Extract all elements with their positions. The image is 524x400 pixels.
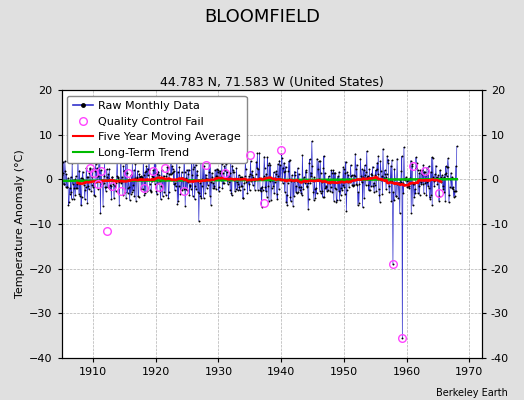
Text: BLOOMFIELD: BLOOMFIELD: [204, 8, 320, 26]
Title: 44.783 N, 71.583 W (United States): 44.783 N, 71.583 W (United States): [160, 76, 384, 89]
Y-axis label: Temperature Anomaly (°C): Temperature Anomaly (°C): [15, 150, 25, 298]
Legend: Raw Monthly Data, Quality Control Fail, Five Year Moving Average, Long-Term Tren: Raw Monthly Data, Quality Control Fail, …: [67, 96, 247, 164]
Text: Berkeley Earth: Berkeley Earth: [436, 388, 508, 398]
